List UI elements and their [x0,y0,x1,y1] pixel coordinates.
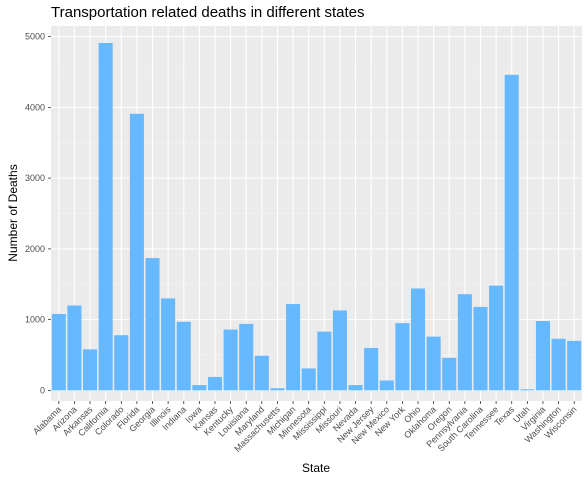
bar-south-carolina [473,306,488,391]
y-axis-label: Number of Deaths [6,164,20,261]
bar-michigan [286,304,301,391]
bar-ohio [410,288,426,391]
bar-new-mexico [379,380,394,391]
bar-florida [129,113,144,391]
bar-california [98,42,113,391]
bar-louisiana [239,323,254,391]
y-tick-label: 4000 [25,102,45,112]
y-tick-label: 2000 [25,244,45,254]
bars [51,42,582,391]
y-tick-label: 3000 [25,173,45,183]
bar-wisconsin [567,340,582,391]
bar-new-jersey [364,347,379,391]
bar-oregon [442,357,457,391]
y-tick-label: 1000 [25,315,45,325]
bar-oklahoma [426,336,441,391]
bar-mississippi [317,331,332,391]
bar-maryland [254,355,269,391]
y-axis-ticks: 0 1000 2000 3000 4000 5000 [25,32,51,395]
bar-iowa [192,385,207,391]
bar-nevada [348,385,363,391]
bar-colorado [114,335,129,391]
bar-minnesota [301,368,316,391]
y-tick-label: 5000 [25,32,45,42]
y-tick-label: 0 [40,385,45,395]
x-axis-label: State [302,461,330,475]
bar-washington [551,338,566,391]
bar-kansas [207,376,223,391]
bar-indiana [176,321,191,391]
bar-kentucky [223,329,238,391]
bar-illinois [161,298,176,391]
bar-arkansas [83,349,98,391]
bar-utah [520,389,535,391]
bar-texas [504,74,519,391]
bar-new-york [395,323,410,391]
bar-arizona [67,305,82,391]
bar-pennsylvania [457,294,472,391]
bar-massachusetts [270,388,285,391]
x-axis-ticks: AlabamaArizonaArkansasCaliforniaColorado… [31,401,579,454]
bar-alabama [51,313,66,391]
bar-georgia [145,258,160,391]
chart-title: Transportation related deaths in differe… [51,4,365,21]
bar-virginia [535,321,550,391]
bar-missouri [332,310,347,391]
bar-tennessee [489,285,504,391]
